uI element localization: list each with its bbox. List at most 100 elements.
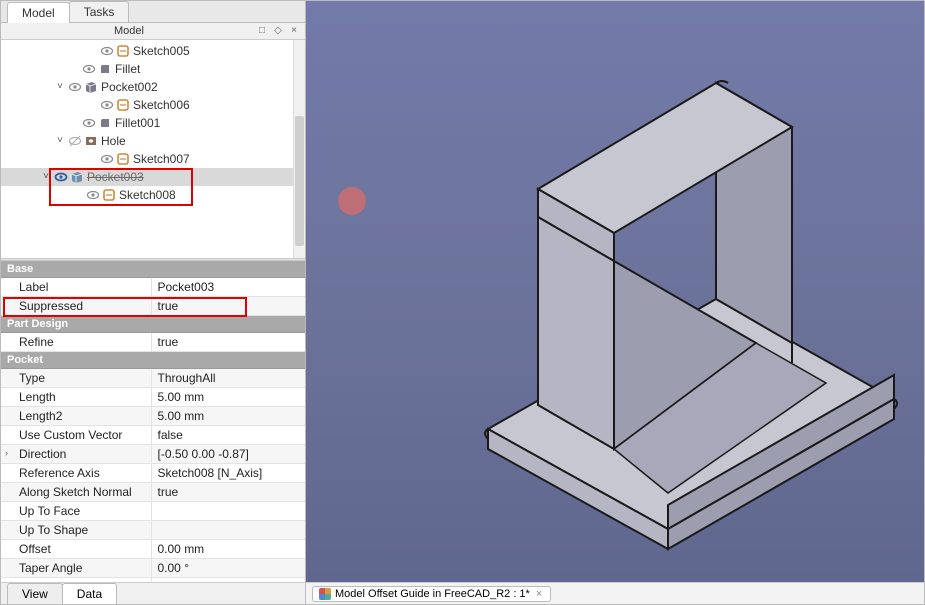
- property-key: Up To Face: [19, 504, 80, 518]
- property-group-pocket[interactable]: Pocket: [1, 352, 305, 369]
- property-value[interactable]: 5.00 mm: [158, 409, 205, 423]
- visibility-toggle-icon[interactable]: [67, 80, 83, 94]
- property-key: Suppressed: [19, 299, 83, 313]
- property-row-use-custom-vector[interactable]: Use Custom Vector false: [1, 426, 305, 445]
- tree-item-fillet001[interactable]: Fillet001: [1, 114, 293, 132]
- tree-item-label: Sketch006: [131, 98, 190, 112]
- visibility-toggle-icon[interactable]: [99, 98, 115, 112]
- visibility-toggle-icon[interactable]: [99, 44, 115, 58]
- property-row-taper-angle2[interactable]: Taper Angle2 0.00 °: [1, 578, 305, 582]
- tree-item-sketch006[interactable]: Sketch006: [1, 96, 293, 114]
- visibility-toggle-icon[interactable]: [53, 170, 69, 184]
- tree-item-label: Fillet: [113, 62, 140, 76]
- property-key: Type: [19, 371, 45, 385]
- property-key: Up To Shape: [19, 523, 88, 537]
- property-row-suppressed[interactable]: Suppressed true: [1, 297, 305, 316]
- property-value[interactable]: Pocket003: [158, 280, 215, 294]
- property-bottom-tabs: View Data: [1, 582, 305, 604]
- tree-scroll[interactable]: Sketch005 Fillet ˅Pocket002 Sketch006 Fillet…: [1, 40, 293, 258]
- visibility-toggle-icon[interactable]: [99, 152, 115, 166]
- fillet-icon: [97, 62, 113, 76]
- property-row-direction[interactable]: › Direction [-0.50 0.00 -0.87]: [1, 445, 305, 464]
- tree-item-fillet[interactable]: Fillet: [1, 60, 293, 78]
- property-row-type[interactable]: Type ThroughAll: [1, 369, 305, 388]
- property-scroll[interactable]: Base Label Pocket003 Suppressed true Part Des…: [1, 261, 305, 582]
- viewport-3d[interactable]: Model Offset Guide in FreeCAD_R2 : 1* ×: [306, 1, 924, 604]
- tab-view[interactable]: View: [7, 583, 63, 604]
- property-value[interactable]: 0.00 °: [158, 561, 190, 575]
- tree-item-pocket003[interactable]: ˅ Pocket003: [1, 168, 293, 186]
- property-key: Use Custom Vector: [19, 428, 122, 442]
- visibility-toggle-icon[interactable]: [85, 188, 101, 202]
- tree-scroll-thumb[interactable]: [295, 116, 304, 246]
- tab-model[interactable]: Model: [7, 2, 70, 23]
- tree-disclosure-icon[interactable]: ˅: [53, 135, 67, 146]
- panel-restore-icon[interactable]: □: [255, 24, 269, 38]
- main-row: Model Tasks Model □ ◇ × Sketch005 Fillet ˅…: [1, 1, 924, 604]
- tree-item-sketch008[interactable]: Sketch008: [1, 186, 293, 204]
- panel-float-icon[interactable]: ◇: [271, 24, 285, 38]
- property-row-taper-angle[interactable]: Taper Angle0.00 °: [1, 559, 305, 578]
- tab-data[interactable]: Data: [62, 583, 117, 604]
- property-key: Direction: [19, 447, 66, 461]
- property-key: Offset: [19, 542, 51, 556]
- property-row-up-to-face[interactable]: Up To Face: [1, 502, 305, 521]
- property-value[interactable]: true: [158, 485, 179, 499]
- property-group-base[interactable]: Base: [1, 261, 305, 278]
- tree-item-label: Pocket003: [85, 170, 144, 184]
- tree-item-sketch005[interactable]: Sketch005: [1, 42, 293, 60]
- property-value[interactable]: true: [158, 299, 179, 313]
- property-value[interactable]: false: [158, 428, 183, 442]
- visibility-toggle-icon[interactable]: [67, 134, 83, 148]
- property-row-along-sketch-normal[interactable]: Along Sketch Normal true: [1, 483, 305, 502]
- tree-disclosure-icon[interactable]: ˅: [53, 81, 67, 92]
- tree-item-hole[interactable]: ˅ Hole: [1, 132, 293, 150]
- pocket-icon: [83, 80, 99, 94]
- document-tab-label: Model Offset Guide in FreeCAD_R2 : 1*: [335, 588, 530, 600]
- fillet-icon: [97, 116, 113, 130]
- tree-panel-title: Model: [5, 25, 253, 37]
- property-table: Base Label Pocket003 Suppressed true Part Des…: [1, 261, 305, 582]
- property-value[interactable]: ThroughAll: [158, 371, 216, 385]
- panel-close-icon[interactable]: ×: [287, 24, 301, 38]
- visibility-toggle-icon[interactable]: [81, 62, 97, 76]
- property-panel: ↖ BaseLabelPocket003SuppressedtruePart D…: [1, 261, 305, 604]
- chevron-right-icon[interactable]: ›: [5, 448, 8, 458]
- document-tab-close-icon[interactable]: ×: [534, 588, 544, 600]
- tree-item-label: Hole: [99, 134, 126, 148]
- visibility-toggle-icon[interactable]: [81, 116, 97, 130]
- property-row-reference-axis[interactable]: Reference Axis Sketch008 [N_Axis]: [1, 464, 305, 483]
- property-value[interactable]: 0.00 mm: [158, 542, 205, 556]
- tree-item-label: Fillet001: [113, 116, 160, 130]
- property-value[interactable]: Sketch008 [N_Axis]: [158, 466, 263, 480]
- tree-scrollbar[interactable]: [293, 40, 305, 258]
- property-row-length2[interactable]: Length25.00 mm: [1, 407, 305, 426]
- property-row-label[interactable]: Label Pocket003: [1, 278, 305, 297]
- property-value[interactable]: 5.00 mm: [158, 390, 205, 404]
- property-value[interactable]: 0.00 °: [158, 580, 190, 582]
- hole-icon: [83, 134, 99, 148]
- tree-item-sketch007[interactable]: Sketch007: [1, 150, 293, 168]
- tree-item-pocket002[interactable]: ˅Pocket002: [1, 78, 293, 96]
- model-render: [396, 31, 916, 551]
- property-key: Label: [19, 280, 48, 294]
- property-row-length[interactable]: Length5.00 mm: [1, 388, 305, 407]
- app-root: Model Tasks Model □ ◇ × Sketch005 Fillet ˅…: [0, 0, 925, 605]
- property-group-part-design[interactable]: Part Design: [1, 316, 305, 333]
- property-row-up-to-shape[interactable]: Up To Shape: [1, 521, 305, 540]
- document-tabs: Model Offset Guide in FreeCAD_R2 : 1* ×: [306, 582, 924, 604]
- tree-item-label: Sketch007: [131, 152, 190, 166]
- property-key: Along Sketch Normal: [19, 485, 132, 499]
- tree-panel-header: Model □ ◇ ×: [1, 23, 305, 40]
- document-tab[interactable]: Model Offset Guide in FreeCAD_R2 : 1* ×: [312, 586, 551, 602]
- sketch-icon: [115, 44, 131, 58]
- top-tabs: Model Tasks: [1, 1, 305, 23]
- tab-tasks[interactable]: Tasks: [69, 1, 130, 22]
- tree-disclosure-icon[interactable]: ˅: [39, 171, 53, 182]
- property-value[interactable]: true: [158, 335, 179, 349]
- property-row-offset[interactable]: Offset 0.00 mm: [1, 540, 305, 559]
- property-value[interactable]: [-0.50 0.00 -0.87]: [158, 447, 249, 461]
- property-key: Reference Axis: [19, 466, 100, 480]
- property-row-refine[interactable]: Refinetrue: [1, 333, 305, 352]
- property-key: Taper Angle2: [19, 580, 89, 582]
